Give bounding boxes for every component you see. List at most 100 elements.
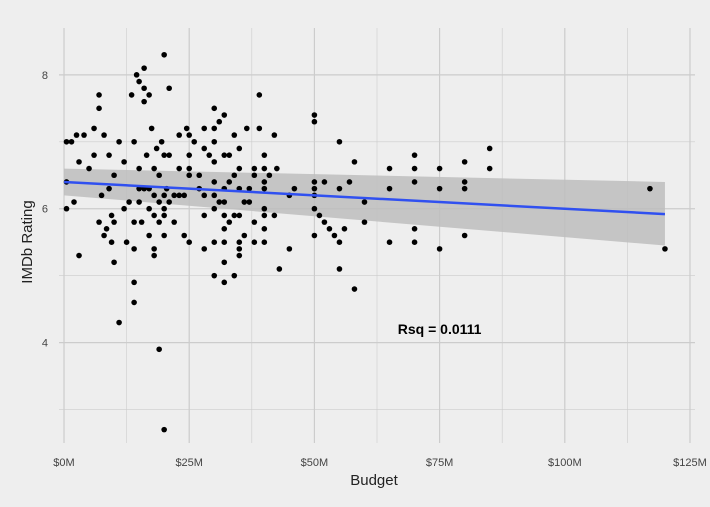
data-point <box>171 192 177 199</box>
data-point <box>161 232 167 239</box>
trend-line <box>63 180 666 216</box>
data-point <box>96 105 102 112</box>
data-point <box>186 152 193 158</box>
data-point <box>311 179 318 185</box>
data-point <box>266 172 273 179</box>
data-point <box>241 232 248 239</box>
data-point <box>63 205 70 212</box>
x-tick-label: $50M <box>301 457 329 469</box>
data-point <box>121 159 127 165</box>
data-point <box>151 212 157 219</box>
data-point <box>211 159 218 165</box>
data-point <box>81 132 87 138</box>
data-point <box>111 172 117 179</box>
x-tick-label: $25M <box>175 457 203 469</box>
data-point <box>161 205 167 212</box>
x-tick-label: $100M <box>548 457 582 469</box>
data-point <box>211 125 218 132</box>
data-point <box>226 219 233 225</box>
data-point <box>211 138 218 145</box>
data-point <box>141 85 147 92</box>
data-point <box>146 92 152 98</box>
data-point <box>121 205 127 212</box>
data-point <box>101 232 107 239</box>
data-point <box>201 246 208 252</box>
x-tick-label: $75M <box>426 457 454 469</box>
data-point <box>221 226 228 232</box>
data-point <box>71 199 77 205</box>
data-point <box>186 239 193 245</box>
data-point <box>221 152 228 158</box>
data-point <box>211 272 218 279</box>
data-point <box>316 212 323 219</box>
data-point <box>201 145 208 152</box>
data-point <box>151 165 157 172</box>
data-point <box>116 138 122 145</box>
x-tick-labels: $0M $25M $50M $75M $100M $125M <box>53 457 707 469</box>
data-point <box>243 125 250 132</box>
data-point <box>261 239 268 245</box>
confidence-band-layer <box>64 168 665 246</box>
data-point <box>331 232 338 239</box>
y-tick-label: 4 <box>42 338 48 350</box>
data-point <box>143 152 150 158</box>
data-point <box>186 172 193 179</box>
data-point <box>136 78 142 85</box>
data-point <box>171 219 177 225</box>
data-point <box>231 272 238 279</box>
data-point <box>411 239 418 245</box>
data-point <box>321 219 328 225</box>
data-point <box>411 179 418 185</box>
data-point <box>311 118 318 125</box>
data-point <box>156 219 162 225</box>
data-point <box>461 179 468 185</box>
data-point <box>291 185 298 192</box>
data-point <box>166 85 172 92</box>
data-point <box>131 138 137 145</box>
data-point <box>311 205 318 212</box>
data-point <box>126 199 132 205</box>
data-point <box>108 239 115 245</box>
data-point <box>221 239 228 245</box>
data-point <box>236 246 243 252</box>
data-point <box>186 132 193 138</box>
data-point <box>336 266 343 272</box>
data-point <box>186 165 193 172</box>
data-point <box>341 226 348 232</box>
data-point <box>286 246 293 252</box>
data-point <box>276 266 283 272</box>
data-point <box>211 105 218 112</box>
data-point <box>176 165 182 172</box>
data-point <box>647 185 653 192</box>
data-point <box>176 192 182 199</box>
data-point <box>236 252 243 259</box>
data-point <box>76 159 82 165</box>
data-point <box>361 219 368 225</box>
data-point <box>436 185 443 192</box>
data-point <box>436 165 443 172</box>
data-point <box>181 232 187 239</box>
data-point <box>108 212 115 219</box>
data-point <box>181 192 187 199</box>
data-point <box>221 212 228 219</box>
data-point <box>73 132 80 138</box>
data-point <box>128 92 135 98</box>
data-point <box>153 145 160 152</box>
x-tick-label: $0M <box>53 457 74 469</box>
data-point <box>211 239 218 245</box>
data-point <box>326 226 333 232</box>
data-point <box>271 132 278 138</box>
data-point <box>221 199 228 205</box>
data-point <box>411 165 418 172</box>
data-point <box>166 152 172 158</box>
data-point <box>311 185 318 192</box>
data-point <box>166 199 172 205</box>
data-point <box>68 138 75 145</box>
data-point <box>156 172 162 179</box>
data-point <box>151 246 157 252</box>
data-point <box>662 246 668 252</box>
data-point <box>211 192 218 199</box>
data-point <box>221 279 228 286</box>
data-point <box>251 219 258 225</box>
data-point <box>161 212 167 219</box>
